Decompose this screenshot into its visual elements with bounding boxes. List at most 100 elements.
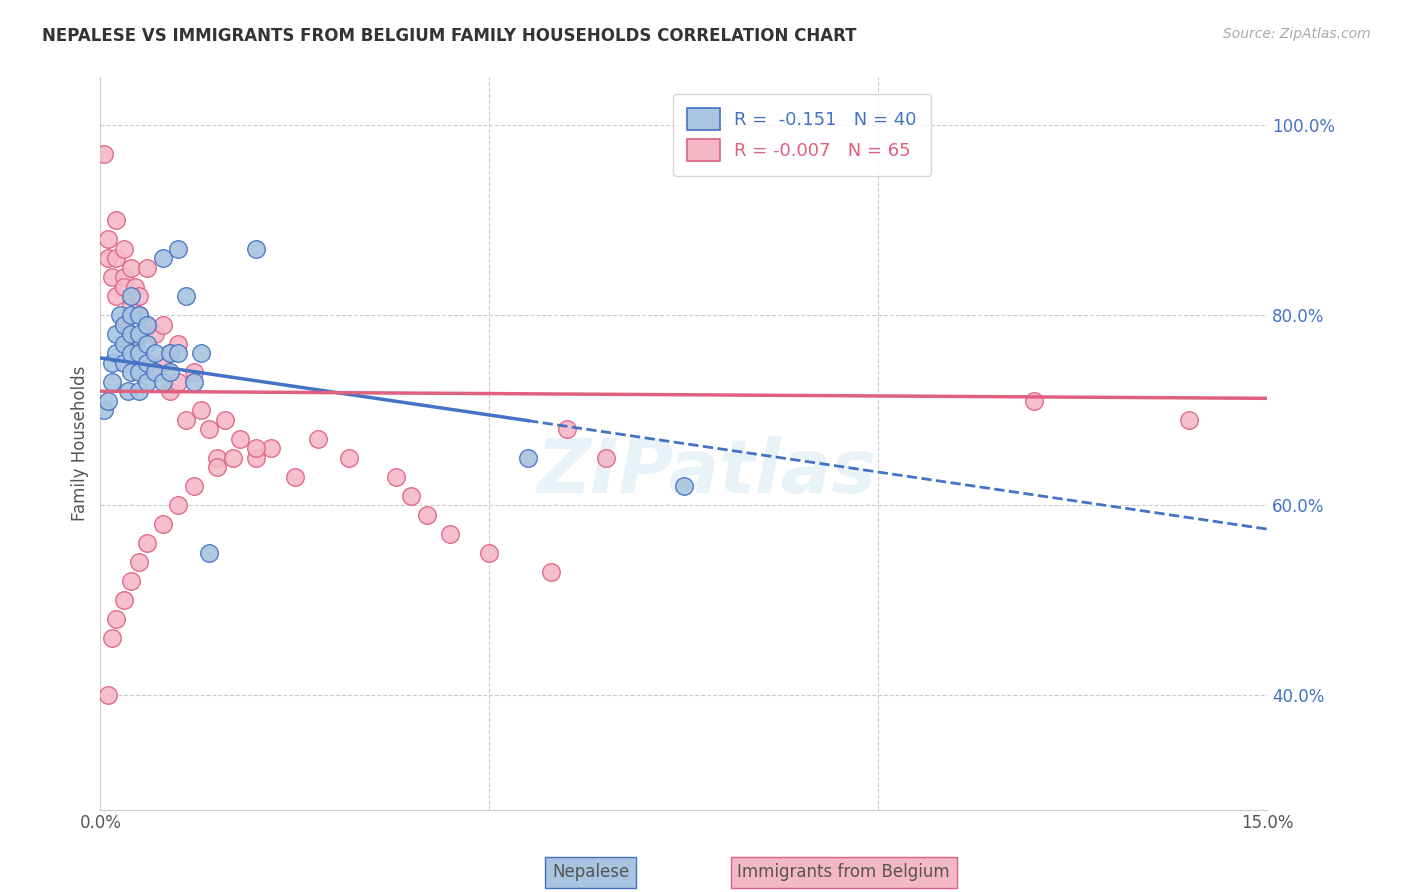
Point: [307, 432, 329, 446]
Point: [152, 318, 174, 332]
Point: [136, 336, 159, 351]
Point: [174, 289, 197, 303]
Point: [167, 346, 190, 360]
Point: [120, 299, 142, 313]
Point: [112, 318, 135, 332]
Point: [120, 336, 142, 351]
Point: [108, 308, 131, 322]
Point: [128, 308, 150, 322]
Point: [112, 279, 135, 293]
Point: [152, 517, 174, 532]
Point: [205, 460, 228, 475]
Point: [136, 356, 159, 370]
Point: [112, 270, 135, 285]
Point: [97, 251, 120, 265]
Point: [167, 336, 190, 351]
Point: [174, 413, 197, 427]
Point: [101, 632, 124, 646]
Point: [260, 442, 283, 456]
Point: [672, 479, 695, 493]
Point: [245, 442, 267, 456]
Point: [205, 450, 228, 465]
Point: [136, 260, 159, 275]
Point: [104, 346, 127, 360]
Point: [198, 422, 221, 436]
Point: [112, 242, 135, 256]
Point: [337, 450, 360, 465]
Point: [439, 526, 461, 541]
Point: [128, 289, 150, 303]
Point: [136, 536, 159, 550]
Point: [104, 289, 127, 303]
Point: [136, 318, 159, 332]
Text: Nepalese: Nepalese: [553, 863, 628, 881]
Point: [1022, 393, 1045, 408]
Point: [104, 251, 127, 265]
Point: [190, 346, 212, 360]
Point: [128, 346, 150, 360]
Point: [159, 346, 181, 360]
Point: [120, 346, 142, 360]
Point: [152, 251, 174, 265]
Legend: R =  -0.151   N = 40, R = -0.007   N = 65: R = -0.151 N = 40, R = -0.007 N = 65: [673, 94, 931, 176]
Point: [128, 384, 150, 399]
Point: [97, 393, 120, 408]
Point: [104, 327, 127, 342]
Point: [104, 213, 127, 227]
Text: Source: ZipAtlas.com: Source: ZipAtlas.com: [1223, 27, 1371, 41]
Point: [401, 489, 423, 503]
Point: [128, 308, 150, 322]
Point: [112, 318, 135, 332]
Point: [416, 508, 439, 522]
Point: [198, 546, 221, 560]
Point: [183, 375, 205, 389]
Point: [120, 308, 142, 322]
Point: [245, 450, 267, 465]
Point: [159, 365, 181, 379]
Point: [136, 375, 159, 389]
Point: [540, 565, 562, 579]
Point: [136, 318, 159, 332]
Point: [128, 555, 150, 569]
Point: [101, 375, 124, 389]
Point: [214, 413, 236, 427]
Point: [132, 327, 155, 342]
Point: [124, 279, 146, 293]
Point: [159, 346, 181, 360]
Point: [221, 450, 243, 465]
Point: [167, 375, 190, 389]
Point: [183, 365, 205, 379]
Point: [93, 403, 115, 417]
Point: [120, 260, 142, 275]
Point: [97, 689, 120, 703]
Point: [1178, 413, 1201, 427]
Point: [143, 346, 166, 360]
Text: Immigrants from Belgium: Immigrants from Belgium: [737, 863, 950, 881]
Point: [284, 469, 307, 483]
Point: [167, 242, 190, 256]
Point: [517, 450, 540, 465]
Point: [128, 365, 150, 379]
Point: [112, 336, 135, 351]
Point: [190, 403, 212, 417]
Point: [128, 327, 150, 342]
Point: [385, 469, 408, 483]
Point: [478, 546, 501, 560]
Point: [229, 432, 252, 446]
Point: [120, 365, 142, 379]
Point: [120, 327, 142, 342]
Point: [159, 384, 181, 399]
Point: [93, 146, 115, 161]
Point: [143, 365, 166, 379]
Point: [101, 356, 124, 370]
Point: [143, 365, 166, 379]
Point: [152, 375, 174, 389]
Point: [120, 289, 142, 303]
Point: [595, 450, 617, 465]
Point: [112, 593, 135, 607]
Point: [245, 242, 267, 256]
Point: [120, 574, 142, 589]
Text: ZIPatlas: ZIPatlas: [537, 436, 877, 509]
Point: [143, 327, 166, 342]
Point: [136, 356, 159, 370]
